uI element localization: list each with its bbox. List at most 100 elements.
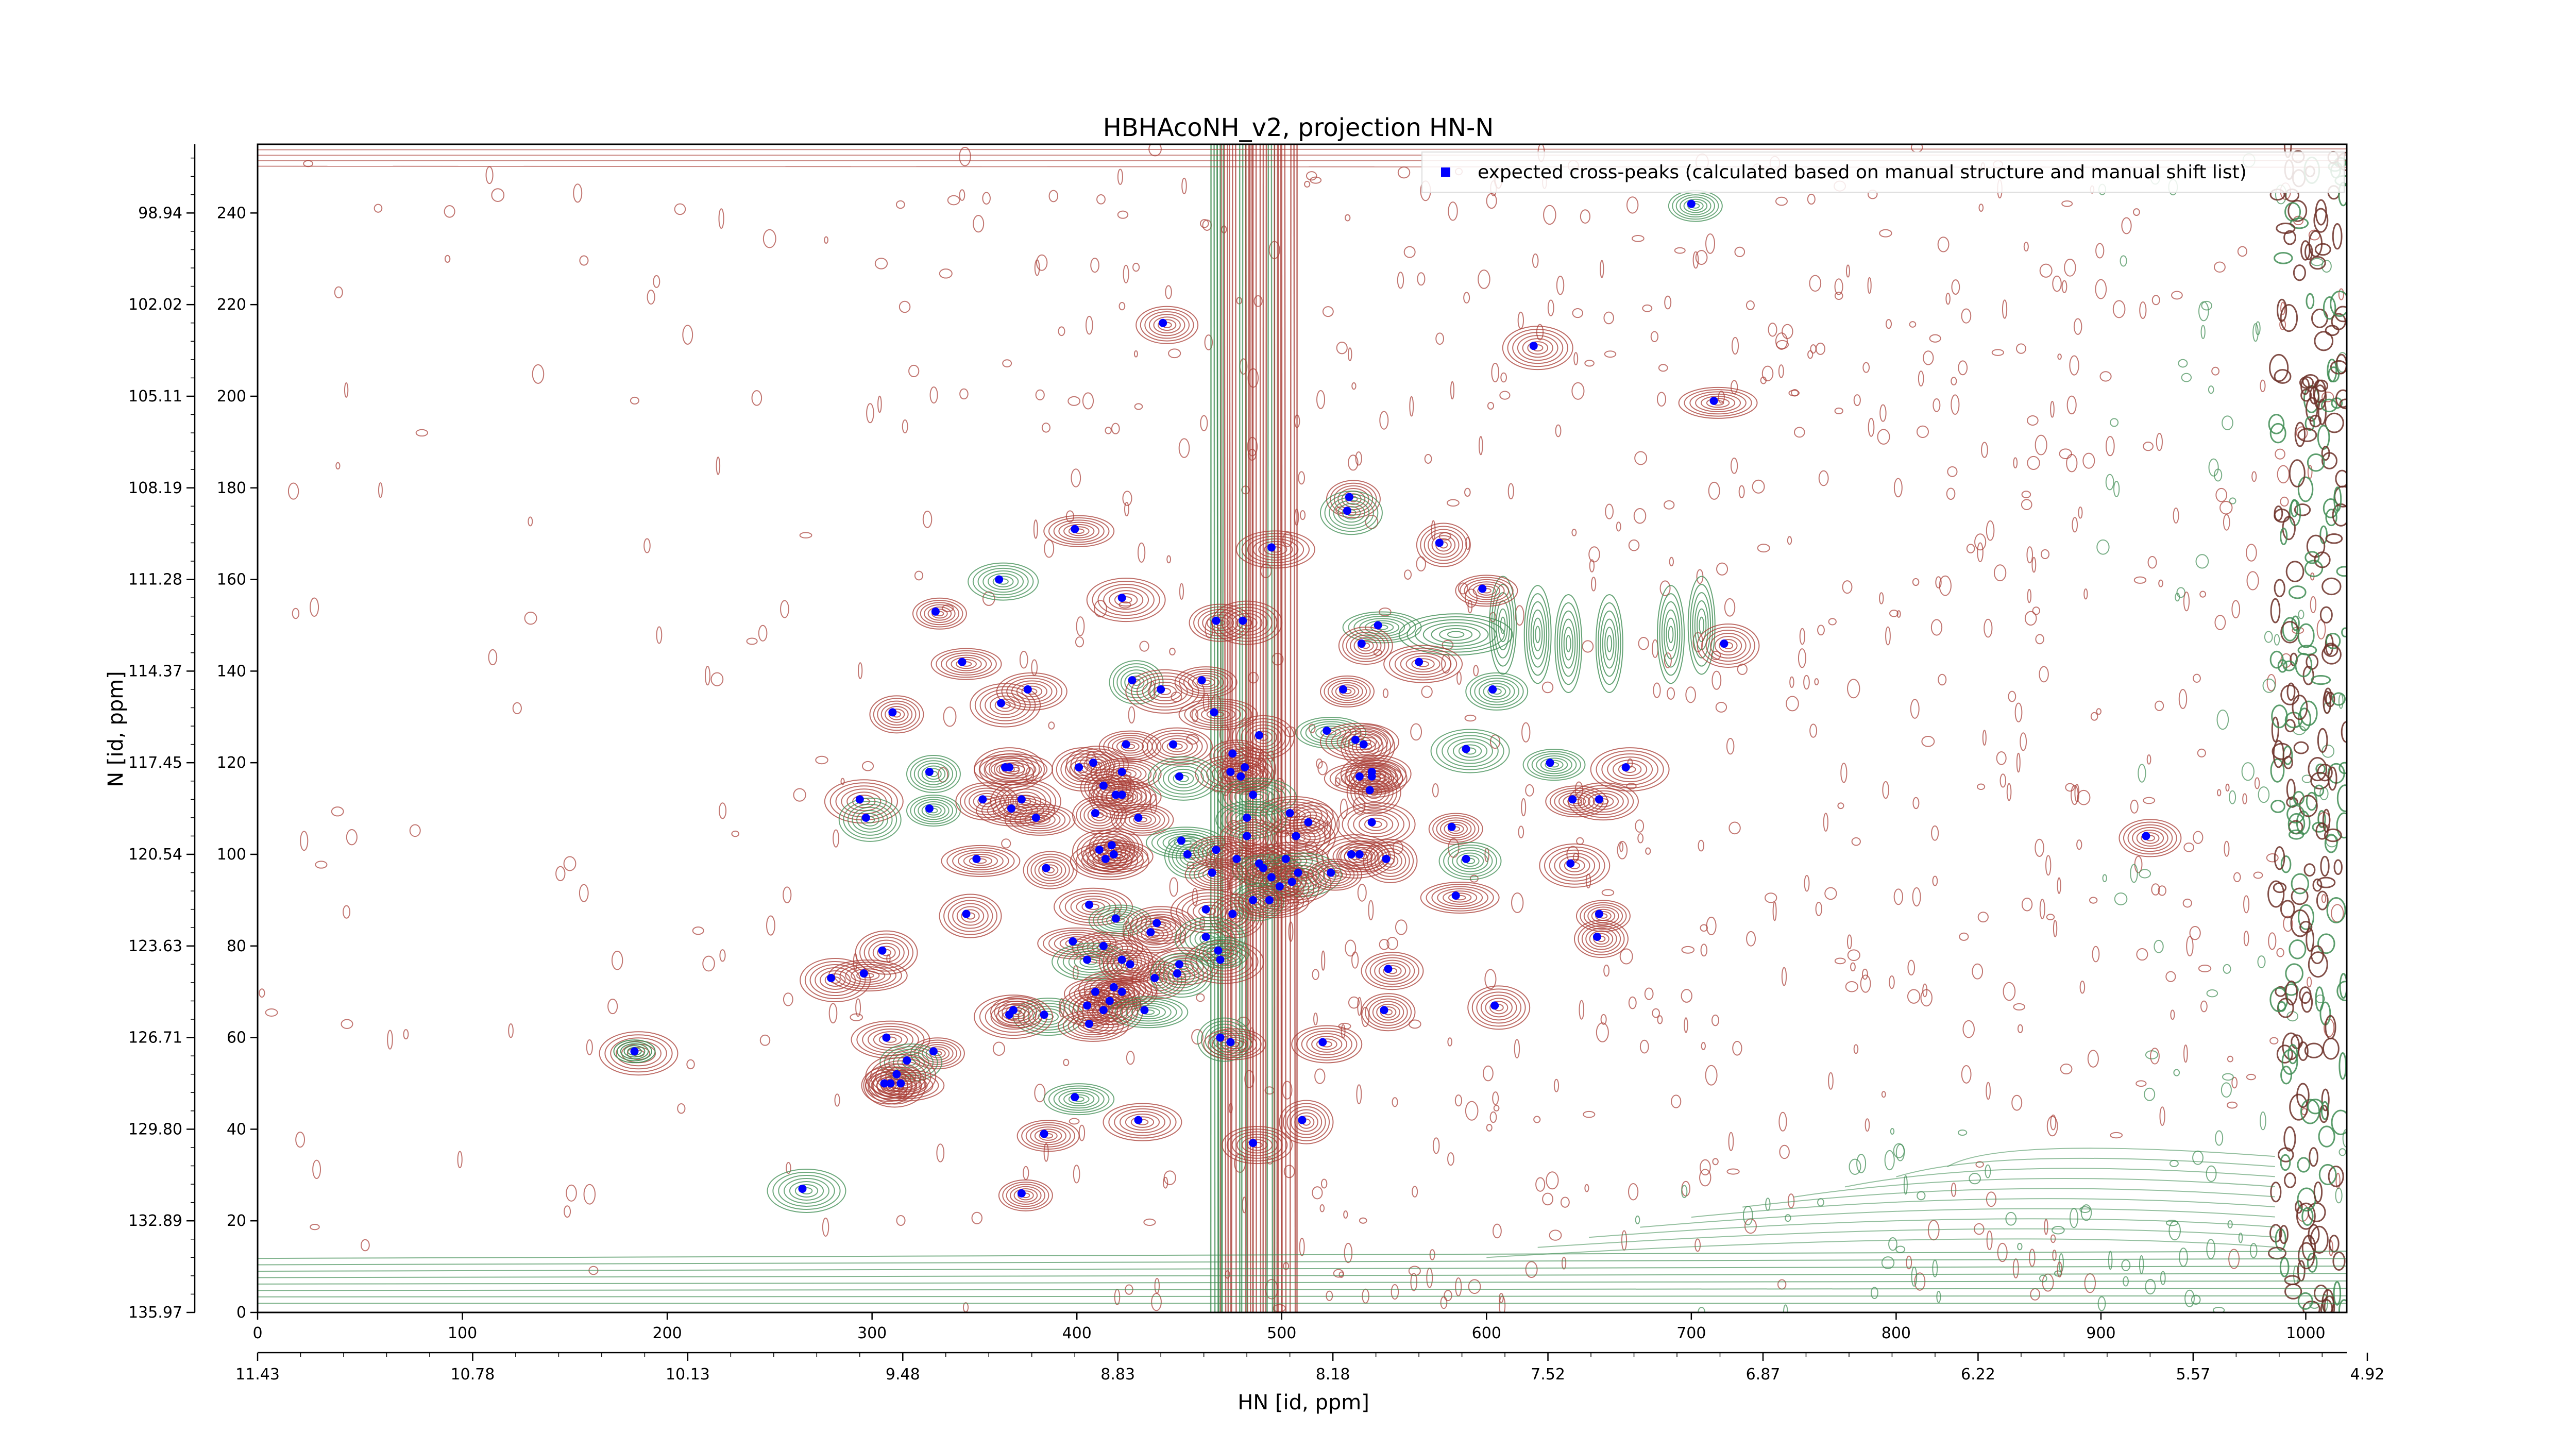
noise-contour bbox=[793, 788, 806, 802]
noise-contour bbox=[1368, 900, 1374, 921]
contour-ring bbox=[1598, 602, 1621, 685]
edge-contour bbox=[2304, 560, 2324, 578]
contour-ring bbox=[1600, 610, 1619, 677]
noise-contour bbox=[2200, 325, 2206, 339]
contour-ring bbox=[1558, 792, 1595, 811]
cross-peak-point bbox=[1357, 639, 1366, 648]
noise-contour bbox=[1139, 641, 1149, 652]
noise-contour bbox=[1617, 840, 1628, 860]
contour-ring bbox=[1607, 756, 1653, 783]
contour-ring bbox=[1359, 814, 1394, 834]
noise-contour bbox=[2216, 709, 2229, 730]
y-tick-label: 40 bbox=[227, 1120, 246, 1138]
contour-ring bbox=[620, 1043, 649, 1059]
contour-ring bbox=[1013, 1188, 1038, 1203]
noise-contour bbox=[1986, 1082, 1991, 1100]
edge-contour bbox=[2301, 991, 2313, 1013]
cross-peak-point bbox=[1201, 933, 1210, 941]
edge-contour bbox=[2283, 230, 2297, 245]
noise-contour bbox=[524, 612, 537, 625]
edge-contour bbox=[2297, 1157, 2311, 1173]
streak-contour bbox=[1241, 144, 1244, 1312]
contour-ring bbox=[1148, 314, 1185, 336]
contour-ring bbox=[1226, 610, 1268, 636]
contour-ring bbox=[1394, 650, 1452, 678]
noise-contour bbox=[2027, 588, 2032, 603]
contour-ring bbox=[1522, 338, 1553, 358]
noise-contour bbox=[2223, 514, 2230, 531]
noise-contour bbox=[2120, 255, 2127, 267]
contour-ring bbox=[1364, 817, 1388, 831]
cross-peak-point bbox=[1157, 685, 1165, 694]
noise-contour bbox=[1734, 246, 1745, 258]
cross-peak-point bbox=[1298, 1116, 1307, 1124]
contour-ring bbox=[1327, 680, 1367, 703]
contour-ring bbox=[1583, 790, 1624, 813]
contour-ring bbox=[1121, 742, 1140, 752]
edge-contour bbox=[2274, 579, 2285, 598]
noise-contour bbox=[1555, 424, 1562, 437]
contour-ring bbox=[1661, 601, 1681, 668]
contour-ring bbox=[943, 897, 997, 935]
cross-peak-point bbox=[1128, 676, 1137, 685]
contour-ring bbox=[1426, 884, 1494, 912]
edge-contour bbox=[2335, 469, 2347, 488]
contour-ring bbox=[952, 849, 1009, 873]
edge-contour bbox=[2297, 1292, 2313, 1310]
noise-contour bbox=[1561, 1256, 1567, 1270]
noise-contour bbox=[1124, 502, 1129, 517]
noise-contour bbox=[2050, 1114, 2057, 1131]
noise-contour bbox=[1069, 1118, 1080, 1125]
cross-peak-point bbox=[1071, 1093, 1079, 1102]
noise-contour bbox=[2071, 785, 2079, 805]
noise-contour bbox=[896, 1215, 906, 1226]
noise-contour bbox=[1473, 665, 1479, 677]
edge-contour bbox=[2315, 763, 2326, 774]
noise-contour bbox=[1304, 180, 1311, 188]
noise-contour bbox=[1893, 888, 1904, 905]
noise-contour bbox=[2016, 752, 2021, 773]
contour-ring bbox=[819, 970, 851, 990]
contour-ring bbox=[1502, 326, 1573, 370]
noise-contour bbox=[1669, 557, 1674, 567]
contour-ring bbox=[626, 1047, 651, 1060]
contour-ring bbox=[1581, 925, 1621, 953]
edge-contour bbox=[2317, 728, 2328, 753]
contour-ring bbox=[1120, 1111, 1165, 1134]
edge-contour bbox=[2284, 719, 2296, 733]
noise-contour bbox=[1002, 359, 1012, 368]
edge-contour bbox=[2297, 904, 2315, 930]
contour-ring bbox=[1587, 793, 1619, 810]
edge-contour bbox=[2307, 1252, 2318, 1273]
noise-contour bbox=[378, 482, 383, 498]
contour-ring bbox=[1124, 672, 1148, 693]
noise-contour bbox=[1525, 784, 1534, 797]
x-tick-label: 400 bbox=[1062, 1324, 1092, 1342]
contour-ring bbox=[1245, 724, 1282, 750]
contour-ring bbox=[1374, 959, 1411, 982]
cross-peak-point bbox=[1091, 808, 1099, 817]
noise-contour bbox=[677, 1103, 686, 1114]
noise-contour bbox=[1404, 569, 1412, 580]
noise-contour bbox=[2159, 1106, 2165, 1126]
noise-contour bbox=[1412, 1186, 1418, 1198]
edge-contour bbox=[2336, 566, 2347, 577]
noise-contour bbox=[1619, 842, 1624, 852]
noise-contour bbox=[1870, 1287, 1878, 1300]
noise-contour bbox=[959, 189, 965, 201]
contour-ring bbox=[1565, 635, 1571, 652]
contour-ring bbox=[952, 903, 989, 929]
edge-contour bbox=[2289, 459, 2306, 487]
contour-ring bbox=[860, 813, 879, 827]
noise-contour bbox=[1409, 396, 1414, 417]
edge-contour bbox=[2270, 799, 2285, 813]
noise-contour bbox=[2201, 300, 2212, 311]
contour-ring bbox=[809, 964, 861, 997]
legend: expected cross-peaks (calculated based o… bbox=[1421, 151, 2345, 193]
edge-contour bbox=[2277, 298, 2287, 322]
contour-ring bbox=[982, 570, 1024, 593]
contour-ring bbox=[1353, 637, 1378, 654]
contour-ring bbox=[1564, 858, 1585, 872]
cross-peak-point bbox=[855, 795, 864, 804]
noise-contour bbox=[1642, 304, 1653, 312]
